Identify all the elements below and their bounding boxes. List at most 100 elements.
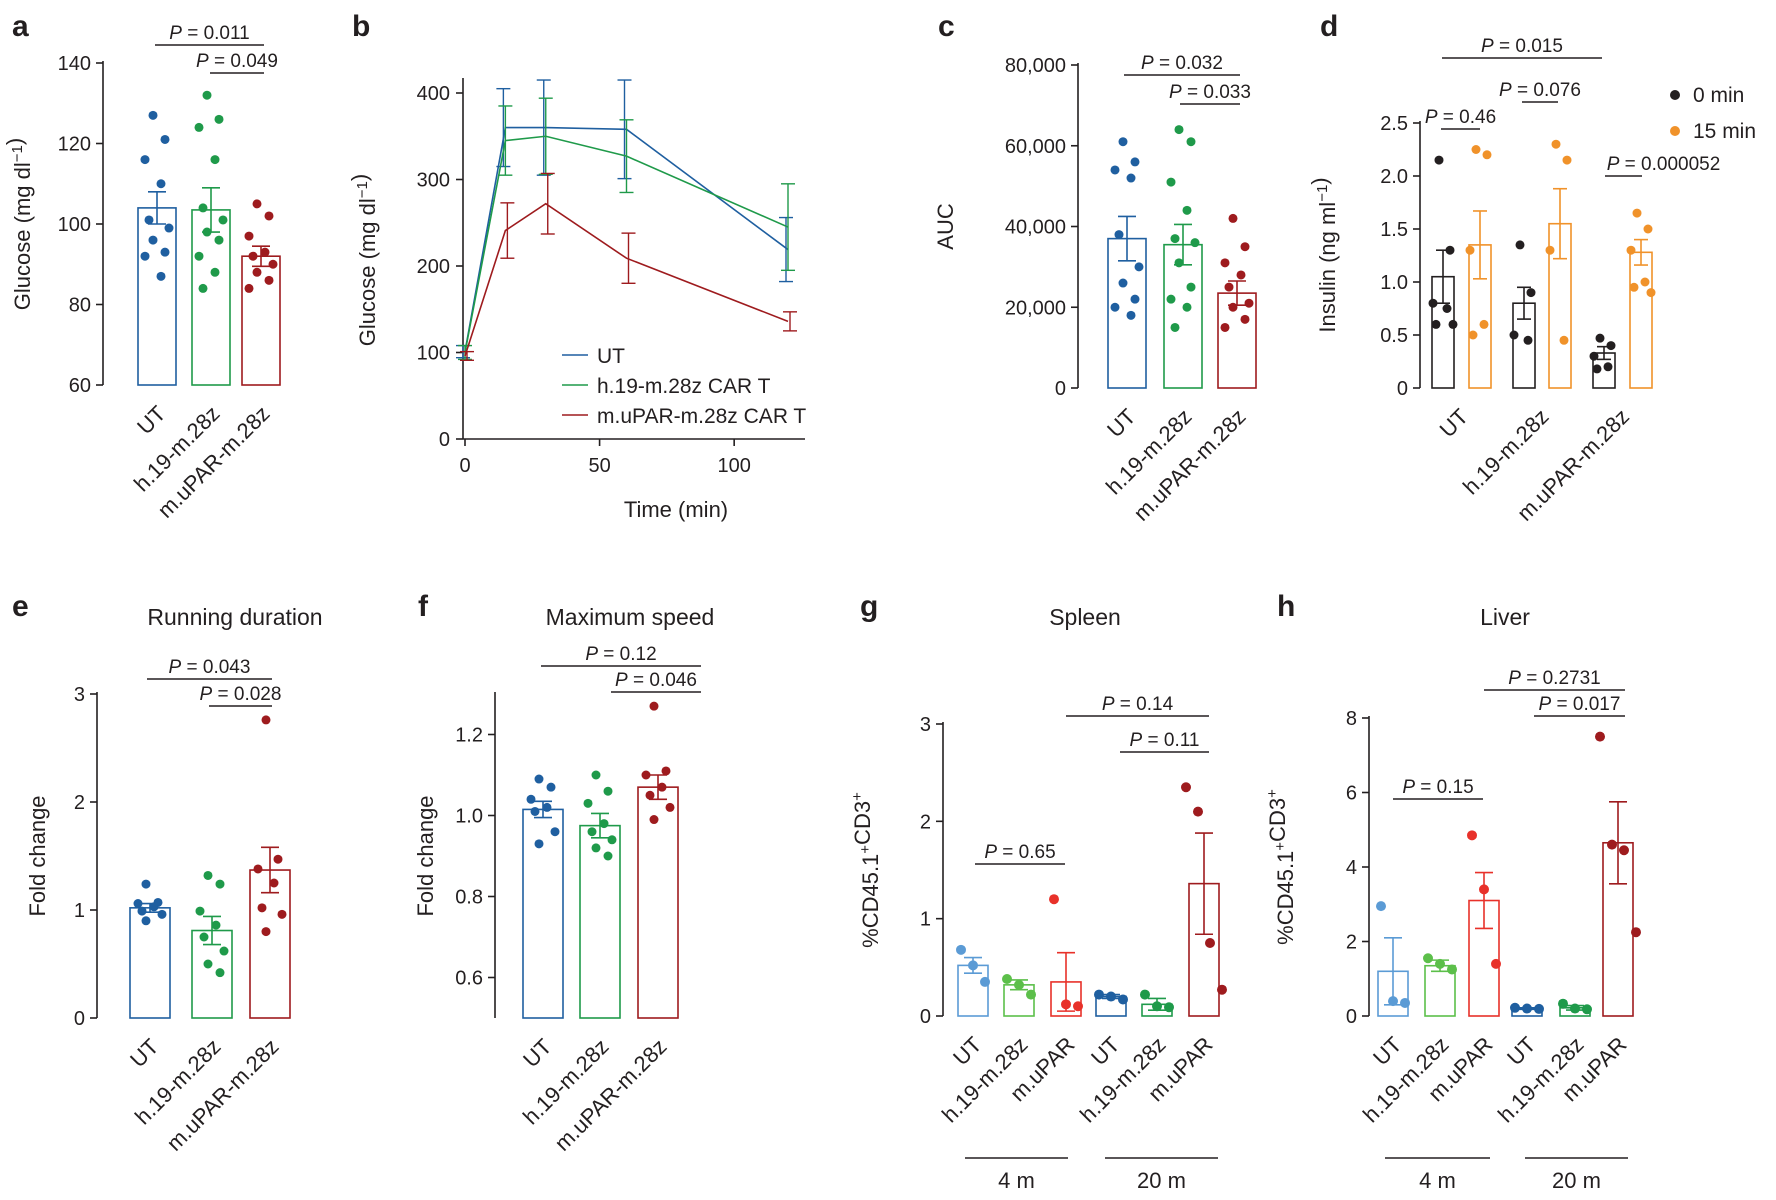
a-point-2 — [252, 199, 262, 209]
h-point-0 — [1388, 996, 1398, 1007]
g-point-0 — [956, 944, 966, 955]
c-point-0 — [1130, 157, 1140, 167]
c-ytick-label: 80,000 — [1005, 55, 1066, 77]
h-point-2 — [1467, 830, 1477, 841]
a-point-1 — [210, 155, 220, 165]
h-ytick-label: 4 — [1346, 857, 1357, 879]
h-point-4 — [1582, 1004, 1592, 1015]
c-point-1 — [1166, 294, 1176, 304]
e-point-0 — [133, 899, 143, 909]
f-ylabel: Fold change — [413, 795, 438, 916]
d-point-0-2 — [1603, 362, 1613, 372]
c-point-2 — [1244, 298, 1254, 308]
g-group-label: 20 m — [1137, 1168, 1186, 1193]
h-point-0 — [1400, 997, 1410, 1008]
a-point-2 — [264, 211, 274, 221]
g-pvalue-label: P = 0.65 — [984, 842, 1055, 863]
c-point-0 — [1118, 137, 1128, 147]
d-point-0-1 — [1523, 335, 1533, 345]
d-point-1-0 — [1479, 319, 1489, 329]
d-point-0-0 — [1448, 319, 1458, 329]
c-ytick-label: 0 — [1055, 378, 1066, 400]
e-point-0 — [157, 909, 167, 919]
h-group-label: 4 m — [1419, 1168, 1456, 1193]
f-title: Maximum speed — [546, 604, 715, 630]
c-point-1 — [1186, 137, 1196, 147]
a-point-1 — [202, 227, 212, 237]
c-point-1 — [1170, 234, 1180, 244]
g-point-5 — [1217, 984, 1227, 995]
c-point-0 — [1130, 294, 1140, 304]
f-point-2 — [641, 770, 651, 780]
f-bar-0 — [522, 808, 564, 1019]
c-point-2 — [1224, 282, 1234, 292]
d-legend-label: 15 min — [1693, 120, 1756, 143]
e-point-2 — [273, 854, 283, 864]
g-category-label: UT — [1086, 1032, 1124, 1070]
c-point-1 — [1182, 205, 1192, 215]
g-ytick-label: 1 — [920, 909, 931, 931]
f-point-1 — [587, 827, 597, 837]
a-point-2 — [244, 231, 254, 241]
d-point-0-0 — [1434, 155, 1444, 165]
c-point-1 — [1174, 125, 1184, 135]
c-point-1 — [1186, 282, 1196, 292]
h-point-5 — [1631, 927, 1641, 938]
a-ytick-label: 100 — [58, 214, 91, 236]
e-point-1 — [195, 906, 205, 916]
d-ytick-label: 0 — [1397, 378, 1408, 400]
b-ytick-label: 300 — [417, 170, 450, 192]
d-ytick-label: 2.0 — [1380, 166, 1408, 188]
d-point-1-0 — [1468, 330, 1478, 340]
g-point-4 — [1164, 1002, 1174, 1013]
b-xtick-label: 0 — [459, 455, 470, 477]
a-pvalue-label: P = 0.011 — [169, 23, 249, 44]
d-category-label: UT — [1435, 404, 1473, 442]
f-point-0 — [534, 774, 544, 784]
d-point-1-2 — [1629, 282, 1639, 292]
a-point-1 — [198, 203, 208, 213]
g-point-2 — [1073, 1001, 1083, 1012]
d-ytick-label: 0.5 — [1380, 325, 1408, 347]
f-pvalue-label: P = 0.12 — [585, 644, 656, 665]
h-group-label: 20 m — [1552, 1168, 1601, 1193]
g-point-4 — [1152, 1001, 1162, 1012]
e-point-2 — [261, 715, 271, 725]
d-point-0-2 — [1589, 351, 1599, 361]
d-legend-marker — [1670, 126, 1680, 136]
f-point-2 — [645, 790, 655, 800]
a-point-0 — [140, 155, 150, 165]
f-point-2 — [649, 815, 659, 825]
g-category-label: UT — [948, 1032, 986, 1070]
a-point-1 — [214, 114, 224, 124]
h-point-0 — [1376, 901, 1386, 912]
a-ytick-label: 140 — [58, 53, 91, 75]
a-point-1 — [214, 235, 224, 245]
a-bar-1 — [191, 209, 231, 386]
e-ytick-label: 0 — [74, 1008, 85, 1030]
h-point-4 — [1570, 1003, 1580, 1014]
d-ylabel: Insulin (ng ml−1) — [1307, 177, 1340, 332]
d-legend-marker — [1670, 90, 1680, 100]
d-point-1-2 — [1646, 288, 1656, 298]
h-pvalue-label: P = 0.15 — [1402, 777, 1473, 798]
c-ylabel: AUC — [933, 203, 958, 250]
b-legend-label: UT — [597, 345, 625, 368]
d-point-0-1 — [1515, 240, 1525, 250]
h-point-5 — [1595, 731, 1605, 742]
a-point-2 — [252, 267, 262, 277]
h-point-2 — [1479, 884, 1489, 895]
a-point-2 — [248, 251, 258, 261]
f-point-0 — [546, 782, 556, 792]
g-ytick-label: 3 — [920, 714, 931, 736]
a-ytick-label: 80 — [69, 295, 91, 317]
d-point-0-2 — [1595, 333, 1605, 343]
c-point-2 — [1228, 302, 1238, 312]
e-point-1 — [199, 932, 209, 942]
d-point-1-2 — [1640, 277, 1650, 287]
f-ytick-label: 0.6 — [455, 968, 483, 990]
c-point-0 — [1118, 278, 1128, 288]
c-point-0 — [1110, 165, 1120, 175]
d-ytick-label: 2.5 — [1380, 113, 1408, 135]
d-bar-1-2 — [1629, 251, 1653, 389]
